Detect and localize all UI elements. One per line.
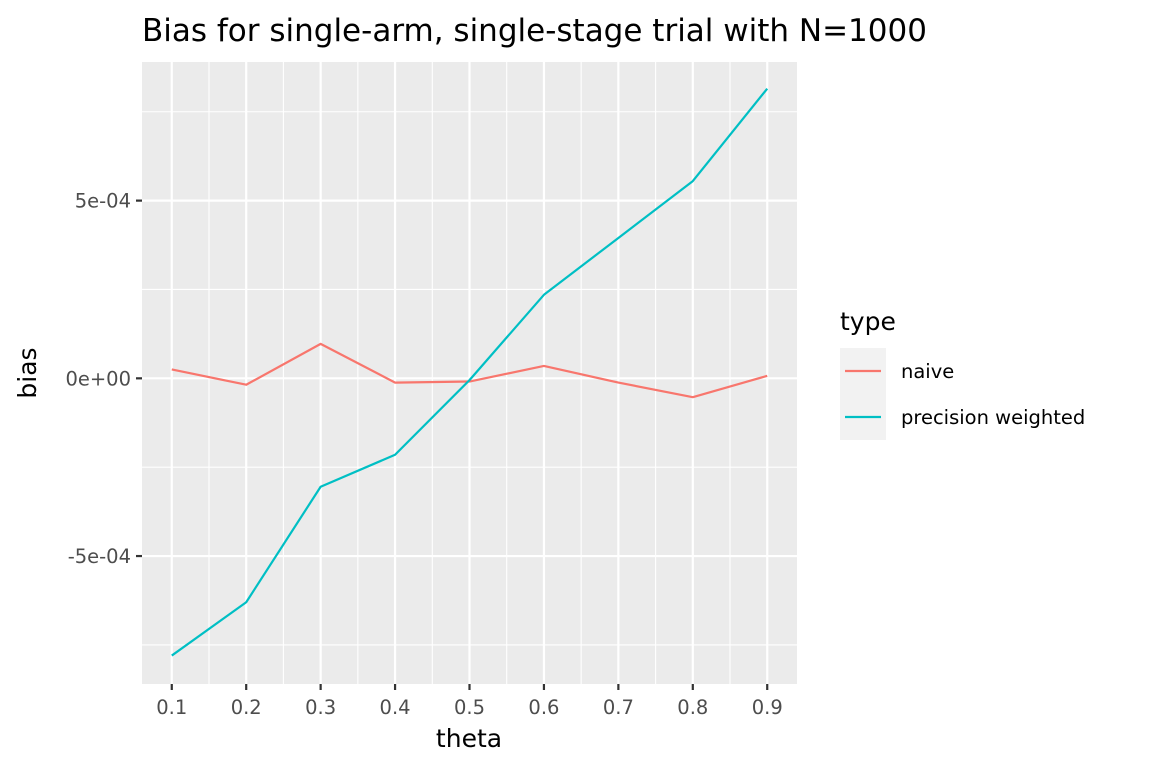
x-tick-label: 0.2: [231, 696, 262, 719]
y-tick-label: -5e-04: [68, 545, 131, 568]
chart-title: Bias for single-arm, single-stage trial …: [142, 13, 927, 49]
series-layer: [171, 87, 769, 657]
legend: type naive precision weighted: [840, 307, 1085, 440]
grid-major: [142, 62, 797, 684]
y-tick-label: 0e+00: [65, 367, 131, 390]
x-tick-label: 0.4: [380, 696, 411, 719]
x-tick-label: 0.7: [603, 696, 634, 719]
x-tick-label: 0.1: [156, 696, 187, 719]
x-tick-label: 0.6: [528, 696, 559, 719]
legend-items: naive precision weighted: [840, 348, 1085, 440]
legend-label: naive: [901, 360, 954, 383]
legend-title: type: [840, 307, 896, 336]
x-tick-label: 0.8: [677, 696, 708, 719]
legend-label: precision weighted: [901, 406, 1085, 429]
y-axis: 5e-04 0e+00 -5e-04: [65, 190, 142, 568]
series-line-precision-weighted: [171, 87, 769, 657]
x-axis-title: theta: [436, 724, 502, 753]
y-tick-label: 5e-04: [75, 190, 131, 213]
x-tick-label: 0.5: [454, 696, 485, 719]
y-axis-title: bias: [13, 347, 42, 398]
x-tick-label: 0.3: [305, 696, 336, 719]
x-axis: 0.1 0.2 0.3 0.4 0.5 0.6 0.7 0.8 0.9: [156, 684, 783, 719]
x-tick-label: 0.9: [752, 696, 783, 719]
